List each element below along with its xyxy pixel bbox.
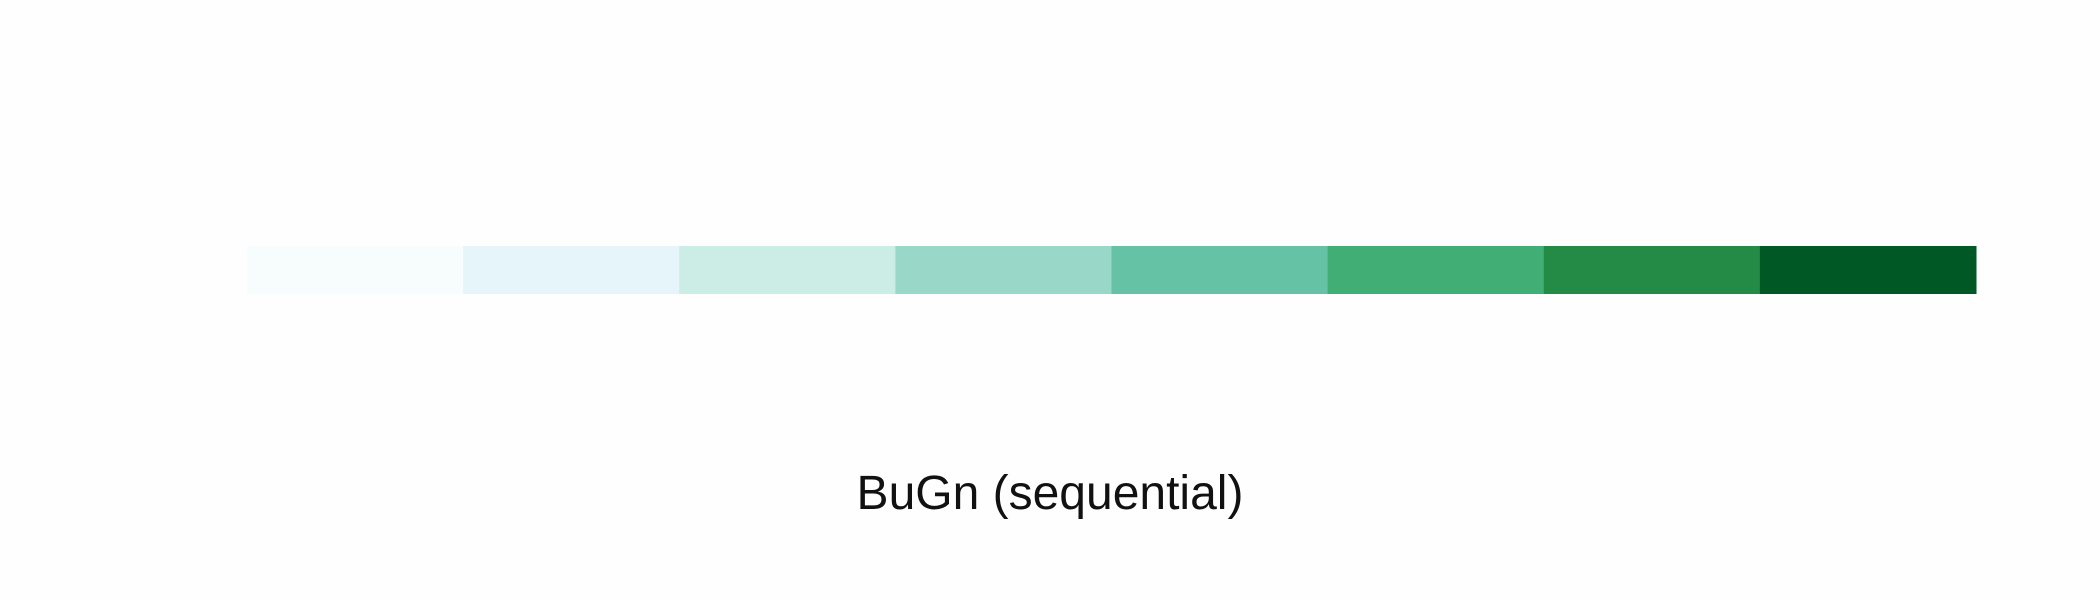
color-swatch-5	[1111, 246, 1329, 294]
color-swatch-2	[463, 246, 680, 294]
color-swatch-8	[1759, 246, 1977, 294]
color-swatch-7	[1543, 246, 1761, 294]
color-swatch-1	[247, 246, 464, 294]
color-swatch-6	[1327, 246, 1545, 294]
color-swatch-4	[895, 246, 1113, 294]
palette-title: BuGn (sequential)	[856, 467, 1244, 520]
color-swatch-3	[679, 246, 896, 294]
